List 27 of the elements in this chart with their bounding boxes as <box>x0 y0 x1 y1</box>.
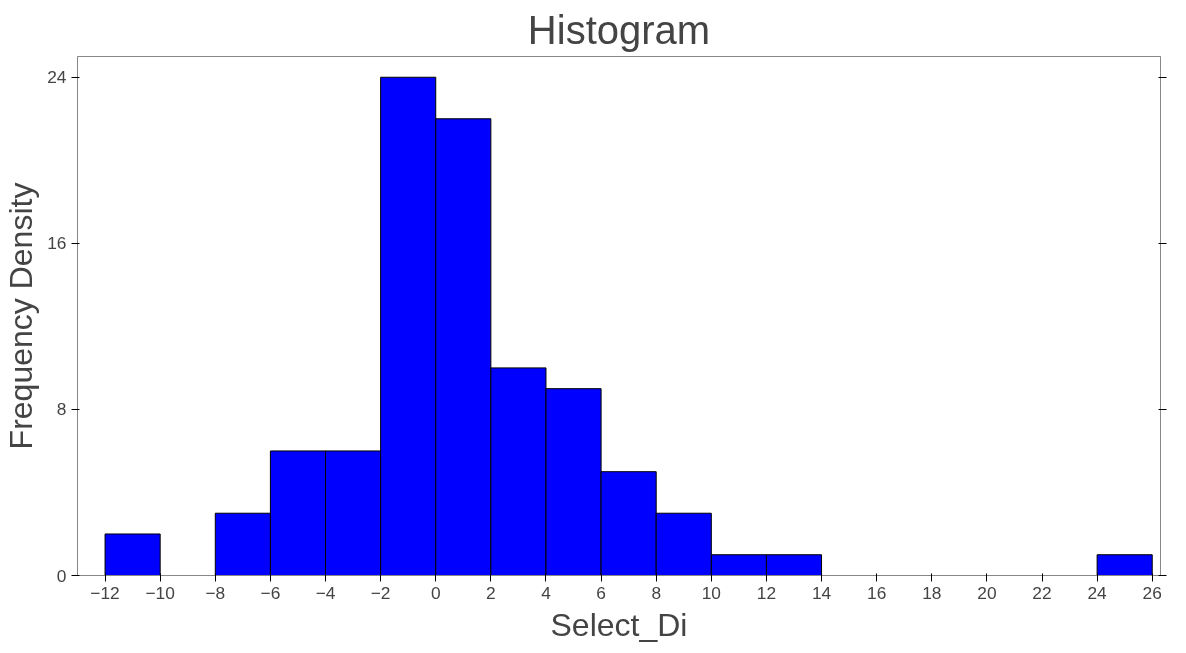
x-tick-label: 18 <box>922 582 942 603</box>
x-tick-label: 8 <box>651 582 662 603</box>
x-tick-label: 20 <box>977 582 997 603</box>
x-tick-label: −10 <box>145 582 175 603</box>
x-tick-label: 6 <box>596 582 606 603</box>
x-tick-label: −6 <box>260 582 281 603</box>
y-tick-label: 0 <box>56 565 67 586</box>
x-axis-title: Select_Di <box>550 606 688 643</box>
x-tick-label: 22 <box>1032 582 1052 603</box>
x-tick-label: 4 <box>541 582 552 603</box>
x-tick-label: −12 <box>90 582 120 603</box>
x-tick-label: −4 <box>315 582 336 603</box>
x-tick-label: 0 <box>430 582 441 603</box>
y-tick-label: 24 <box>47 67 67 88</box>
x-tick-label: 10 <box>701 582 721 603</box>
x-tick-label: −2 <box>370 582 391 603</box>
x-tick-label: 24 <box>1087 582 1108 603</box>
x-tick-label: 2 <box>486 582 496 603</box>
x-tick-label: 16 <box>867 582 887 603</box>
y-tick-label: 8 <box>56 399 67 420</box>
y-tick-label: 16 <box>47 233 67 254</box>
chart-title: Histogram <box>527 7 711 52</box>
x-tick-label: 14 <box>811 582 832 603</box>
x-tick-label: −8 <box>205 582 226 603</box>
x-tick-label: 26 <box>1142 582 1162 603</box>
y-axis-title: Frequency Density <box>3 182 40 450</box>
x-tick-label: 12 <box>756 582 777 603</box>
